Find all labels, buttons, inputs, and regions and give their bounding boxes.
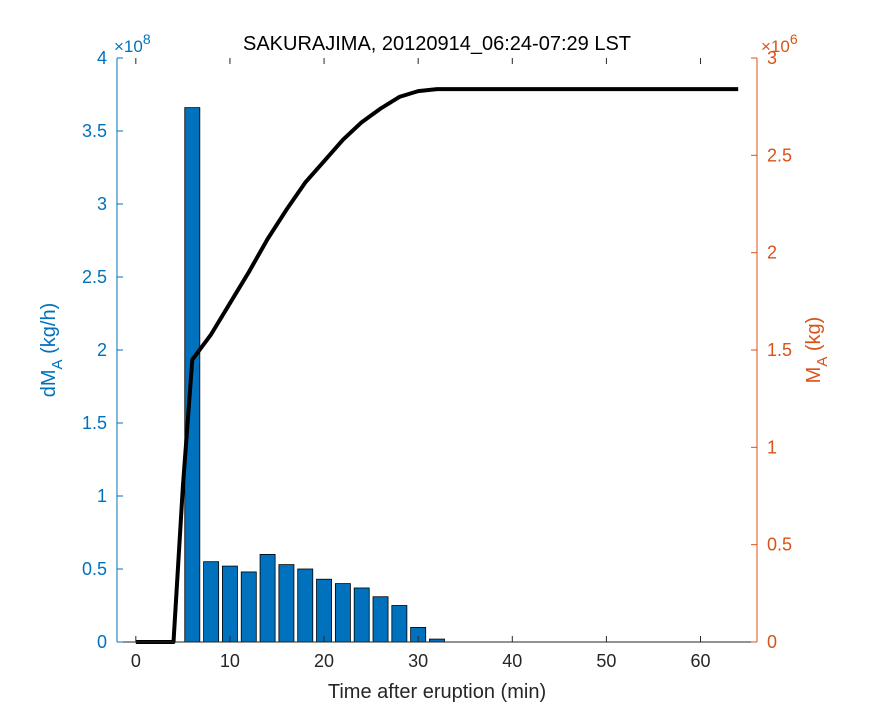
bar — [240, 571, 257, 643]
left-y-tick-label: 3.5 — [82, 121, 107, 141]
chart-title: SAKURAJIMA, 20120914_06:24-07:29 LST — [243, 33, 631, 55]
left-y-axis-label: dMA (kg/h) — [38, 303, 66, 398]
x-tick-label: 50 — [596, 651, 616, 671]
left-y-tick-label: 0.5 — [82, 559, 107, 579]
left-y-label-unit: (kg/h) — [38, 303, 60, 360]
bar — [353, 587, 370, 643]
left-exponent-label: ×108 — [114, 31, 151, 56]
right-y-label-sub: A — [814, 357, 831, 367]
left-y-tick-label: 1 — [97, 486, 107, 506]
bar-series — [184, 107, 445, 643]
plot-frame — [117, 58, 757, 642]
bar — [203, 561, 220, 643]
left-y-tick-label: 2.5 — [82, 267, 107, 287]
left-y-tick-label: 4 — [97, 48, 107, 68]
right-y-label-main: M — [803, 367, 825, 384]
bar — [259, 554, 276, 643]
x-tick-label: 10 — [220, 651, 240, 671]
right-y-label-unit: (kg) — [803, 317, 825, 357]
right-exponent-label: ×106 — [761, 31, 798, 56]
right-y-tick-label: 0 — [767, 632, 777, 652]
bar — [372, 596, 389, 643]
left-y-tick-label: 1.5 — [82, 413, 107, 433]
left-exponent-base: ×10 — [114, 37, 143, 56]
x-axis-label: Time after eruption (min) — [328, 681, 546, 703]
right-y-tick-label: 3 — [767, 48, 777, 68]
x-ticks: 0 10 20 30 40 50 60 — [131, 58, 711, 671]
right-y-tick-label: 2 — [767, 243, 777, 263]
bar — [334, 583, 351, 643]
left-y-tick-label: 2 — [97, 340, 107, 360]
right-y-tick-label: 0.5 — [767, 535, 792, 555]
left-y-tick-label: 3 — [97, 194, 107, 214]
bar — [278, 564, 295, 643]
left-exponent-power: 8 — [143, 31, 151, 47]
right-y-axis-label: MA (kg) — [803, 317, 831, 384]
x-tick-label: 40 — [502, 651, 522, 671]
right-y-tick-label: 1.5 — [767, 340, 792, 360]
right-y-ticks: 0 0.5 1 1.5 2 2.5 3 — [751, 48, 792, 652]
x-tick-label: 60 — [691, 651, 711, 671]
bar — [391, 605, 408, 643]
bar — [297, 568, 314, 643]
left-y-ticks: 0 0.5 1 1.5 2 2.5 3 3.5 4 — [82, 48, 123, 652]
left-y-label-sub: A — [49, 359, 66, 369]
line-series — [135, 87, 739, 644]
x-tick-label: 0 — [131, 651, 141, 671]
right-y-tick-label: 1 — [767, 437, 777, 457]
cumulative-mass-line — [135, 87, 739, 644]
bar — [222, 565, 238, 643]
right-exponent-base: ×10 — [761, 37, 790, 56]
bar — [316, 578, 332, 643]
x-tick-label: 30 — [408, 651, 428, 671]
x-tick-label: 20 — [314, 651, 334, 671]
right-y-tick-label: 2.5 — [767, 145, 792, 165]
left-y-label-main: dM — [38, 369, 60, 397]
left-y-tick-label: 0 — [97, 632, 107, 652]
right-exponent-power: 6 — [790, 31, 798, 47]
